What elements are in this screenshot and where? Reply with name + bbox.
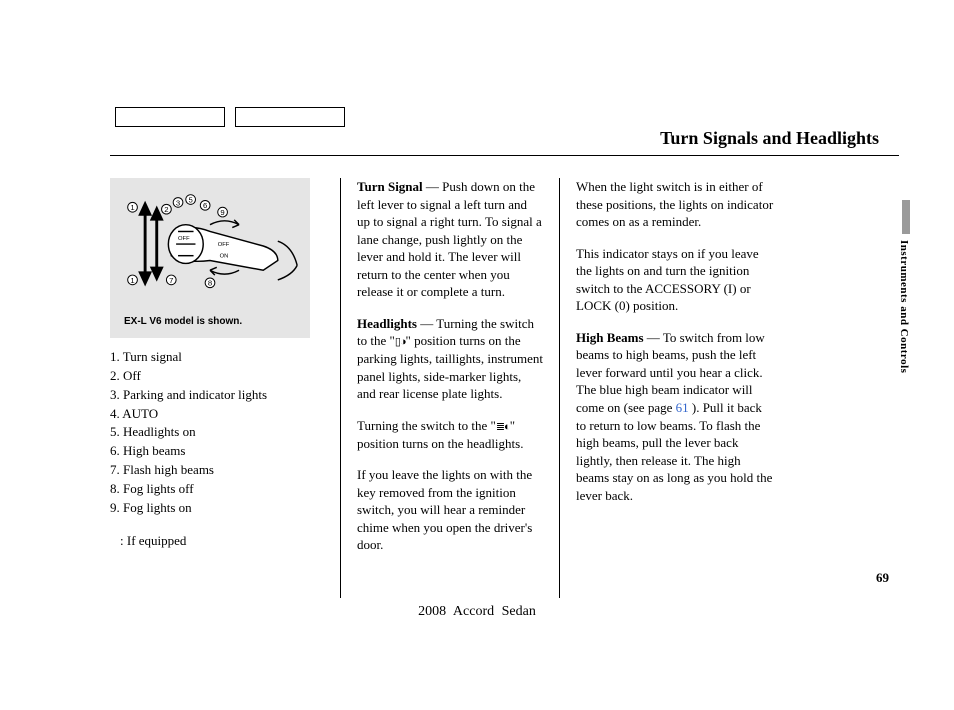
legend-item: 7. Flash high beams xyxy=(110,461,324,480)
svg-text:8: 8 xyxy=(208,279,212,288)
legend-item: 6. High beams xyxy=(110,442,324,461)
manual-page: Turn Signals and Headlights xyxy=(0,0,954,710)
svg-text:5: 5 xyxy=(188,195,192,204)
page-number: 69 xyxy=(876,570,889,586)
legend-item: 5. Headlights on xyxy=(110,423,324,442)
header-placeholder-boxes xyxy=(115,107,345,127)
legend-note: : If equipped xyxy=(110,532,324,551)
legend-item: 3. Parking and indicator lights xyxy=(110,386,324,405)
svg-text:ON: ON xyxy=(220,254,229,260)
turn-signal-paragraph: Turn Signal — Push down on the left leve… xyxy=(357,178,543,301)
headlights-icon: ≣◐ xyxy=(496,421,510,433)
reminder-chime-paragraph: If you leave the lights on with the key … xyxy=(357,466,543,554)
lights-on-reminder-paragraph: When the light switch is in either of th… xyxy=(576,178,774,231)
svg-text:6: 6 xyxy=(203,201,207,210)
high-beams-paragraph: High Beams — To switch from low beams to… xyxy=(576,329,774,504)
svg-text:9: 9 xyxy=(220,208,224,217)
headlights-paragraph-1: Headlights — Turning the switch to the "… xyxy=(357,315,543,403)
title-rule xyxy=(110,155,899,156)
section-label: Instruments and Controls xyxy=(898,240,910,373)
turn-signal-body: Push down on the left lever to signal a … xyxy=(357,179,542,299)
parking-lights-icon: ▯◑ xyxy=(395,336,406,348)
column-2: Turn Signal — Push down on the left leve… xyxy=(340,178,560,598)
legend-list: 1. Turn signal 2. Off 3. Parking and ind… xyxy=(110,348,324,550)
legend-item: 1. Turn signal xyxy=(110,348,324,367)
placeholder-box xyxy=(115,107,225,127)
footer-model: 2008 Accord Sedan xyxy=(0,604,954,620)
high-beams-label: High Beams xyxy=(576,330,644,345)
tab-marker xyxy=(902,200,910,234)
turn-signal-label: Turn Signal xyxy=(357,179,423,194)
gap: — xyxy=(417,316,436,331)
svg-text:2: 2 xyxy=(164,205,168,214)
headlights-paragraph-2: Turning the switch to the "≣◐" position … xyxy=(357,417,543,452)
legend-item: 8. Fog lights off xyxy=(110,480,324,499)
figure-caption: EX-L V6 model is shown. xyxy=(118,311,302,333)
page-reference-link[interactable]: 61 xyxy=(676,400,689,415)
lever-figure: 1 2 3 5 6 9 1 7 8 OFF OFF ON xyxy=(110,178,310,338)
svg-text:OFF: OFF xyxy=(178,236,190,242)
svg-text:OFF: OFF xyxy=(218,242,230,248)
svg-text:1: 1 xyxy=(130,276,134,285)
column-3: When the light switch is in either of th… xyxy=(560,178,790,598)
svg-text:3: 3 xyxy=(176,198,180,207)
indicator-stays-on-paragraph: This indicator stays on if you leave the… xyxy=(576,245,774,315)
svg-text:7: 7 xyxy=(169,276,173,285)
legend-item: 2. Off xyxy=(110,367,324,386)
legend-item: 4. AUTO xyxy=(110,405,324,424)
text: ). Pull it back to return to low beams. … xyxy=(576,400,772,503)
gap: — xyxy=(644,330,663,345)
legend-item: 9. Fog lights on xyxy=(110,499,324,518)
lever-diagram-svg: 1 2 3 5 6 9 1 7 8 OFF OFF ON xyxy=(118,186,302,306)
placeholder-box xyxy=(235,107,345,127)
text: Turning the switch to the " xyxy=(357,418,496,433)
content-columns: 1 2 3 5 6 9 1 7 8 OFF OFF ON xyxy=(110,178,899,598)
svg-text:1: 1 xyxy=(130,203,134,212)
column-1: 1 2 3 5 6 9 1 7 8 OFF OFF ON xyxy=(110,178,340,598)
section-side-tab: Instruments and Controls xyxy=(898,200,914,380)
headlights-label: Headlights xyxy=(357,316,417,331)
gap: — xyxy=(423,179,443,194)
